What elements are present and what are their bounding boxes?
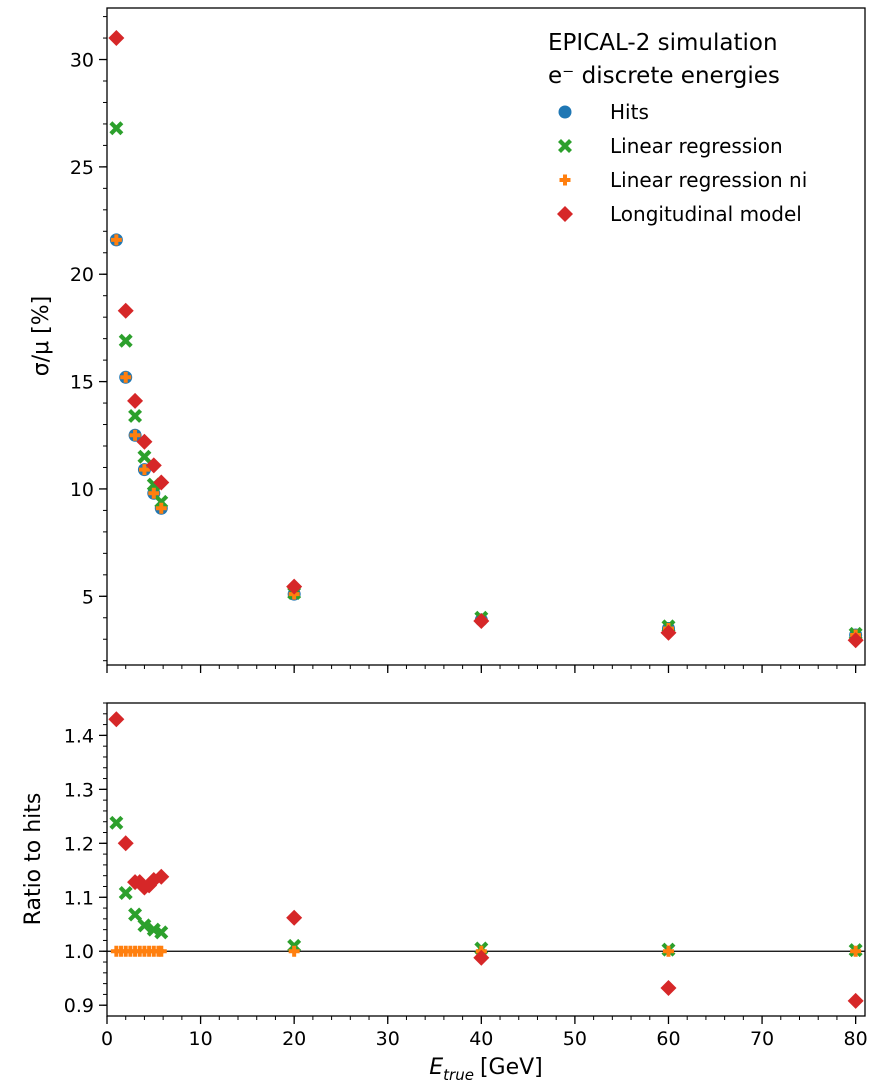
- legend-title-line-2: e⁻ discrete energies: [548, 63, 780, 89]
- x-axis-label: Etrue [GeV]: [429, 1055, 543, 1084]
- x-axis-label-unit: [GeV]: [480, 1055, 543, 1080]
- ratio-series-longitudinal-model: [108, 711, 864, 1009]
- resolution-plot-frame: [106, 7, 866, 666]
- resolution-y-tick-label: 15: [70, 372, 94, 394]
- resolution-diamond-point-4: [145, 457, 162, 474]
- ratio-x-tick-label: 0: [101, 1028, 113, 1050]
- resolution-y-axis-label: σ/μ [%]: [29, 296, 54, 376]
- resolution-y-tick-label: 5: [82, 586, 94, 608]
- ratio-x-tick-label: 80: [844, 1028, 868, 1050]
- resolution-plus-point-3: [138, 464, 150, 476]
- legend-entry-label: Linear regression: [610, 134, 783, 158]
- resolution-plus-point-2: [129, 429, 141, 441]
- resolution-x-ticks: [106, 665, 857, 673]
- ratio-y-tick-label: 1.4: [64, 725, 94, 747]
- resolution-y-tick-label: 20: [70, 264, 94, 286]
- ratio-y-tick-label: 1.3: [64, 779, 94, 801]
- resolution-plus-point-1: [120, 371, 132, 383]
- resolution-diamond-point-6: [286, 578, 303, 595]
- resolution-diamond-point-8: [660, 624, 677, 641]
- legend-entry: Linear regression ni: [559, 168, 807, 192]
- ratio-x-tick-label: 60: [656, 1028, 680, 1050]
- legend-x-point-1: [558, 139, 572, 153]
- ratio-y-tick-label: 1.0: [64, 941, 94, 963]
- ratio-x-tick-label: 50: [563, 1028, 587, 1050]
- ratio-plus-point-13: [662, 945, 674, 957]
- legend-entry: Longitudinal model: [557, 202, 802, 226]
- legend-entry: Linear regression: [558, 134, 783, 158]
- legend-plus-point-2: [559, 174, 571, 186]
- ratio-plus-point-14: [850, 945, 862, 957]
- resolution-diamond-point-5: [153, 474, 170, 491]
- legend-entry-label: Hits: [610, 100, 649, 124]
- ratio-x-point-1: [118, 885, 133, 900]
- ratio-x-tick-label: 40: [469, 1028, 493, 1050]
- resolution-y-ticks: 5 10 15 20 25 30: [70, 16, 107, 662]
- legend: EPICAL-2 simulation e⁻ discrete energies…: [548, 30, 807, 226]
- resolution-plus-point-5: [155, 502, 167, 514]
- ratio-diamond-point-7: [153, 868, 170, 885]
- resolution-x-point-2: [128, 408, 143, 423]
- ratio-x-point-5: [154, 925, 169, 940]
- ratio-x-tick-label: 70: [750, 1028, 774, 1050]
- ratio-data-points: [108, 711, 864, 1009]
- ratio-plot-frame: [106, 702, 866, 1017]
- resolution-x-point-0: [109, 121, 124, 136]
- resolution-y-tick-label: 25: [70, 157, 94, 179]
- resolution-plus-point-4: [148, 487, 160, 499]
- resolution-plus-point-0: [110, 234, 122, 246]
- ratio-diamond-point-1: [117, 835, 134, 852]
- x-axis-label-subscript: true: [443, 1066, 474, 1084]
- ratio-panel: 0.9 1.0 1.1 1.2 1.3 1.4 0 10 20 30 40 50 60 70 80 Rat…: [21, 702, 868, 1084]
- legend-title-line-1: EPICAL-2 simulation: [548, 30, 778, 56]
- ratio-plus-point-11: [288, 945, 300, 957]
- legend-entry-label: Longitudinal model: [610, 202, 802, 226]
- resolution-diamond-point-3: [136, 433, 153, 450]
- resolution-diamond-point-2: [127, 392, 144, 409]
- legend-diamond-point-3: [557, 206, 573, 222]
- ratio-y-axis-label: Ratio to hits: [21, 793, 46, 926]
- resolution-diamond-point-0: [108, 30, 125, 47]
- ratio-x-point-2: [128, 907, 143, 922]
- ratio-y-tick-label: 0.9: [64, 995, 94, 1017]
- ratio-diamond-point-9: [473, 949, 490, 966]
- legend-entry-label: Linear regression ni: [610, 168, 807, 192]
- resolution-data-points: [108, 30, 864, 649]
- ratio-plus-point-10: [155, 945, 167, 957]
- ratio-x-tick-label: 20: [282, 1028, 306, 1050]
- resolution-y-tick-label: 30: [70, 50, 94, 72]
- legend-circle-point-0: [558, 105, 572, 119]
- resolution-diamond-point-9: [847, 632, 864, 649]
- resolution-y-tick-label: 10: [70, 479, 94, 501]
- resolution-series-longitudinal-model: [108, 30, 864, 649]
- resolution-diamond-point-1: [117, 302, 134, 319]
- resolution-x-point-5: [154, 494, 169, 509]
- ratio-x-tick-label: 30: [376, 1028, 400, 1050]
- ratio-x-point-3: [137, 918, 152, 933]
- ratio-x-tick-label: 10: [188, 1028, 212, 1050]
- ratio-y-tick-label: 1.1: [64, 887, 94, 909]
- ratio-y-tick-label: 1.2: [64, 833, 94, 855]
- legend-entry: Hits: [558, 100, 649, 124]
- resolution-x-point-3: [137, 449, 152, 464]
- x-axis-label-symbol: E: [429, 1055, 443, 1080]
- ratio-diamond-point-8: [286, 909, 303, 926]
- legend-entries: Hits Linear regression Linear regression n…: [557, 100, 807, 226]
- resolution-panel: 5 10 15 20 25 30 σ/μ [%] EPICAL-2 simulation …: [29, 7, 866, 673]
- resolution-diamond-point-7: [473, 612, 490, 629]
- ratio-diamond-point-11: [847, 992, 864, 1009]
- ratio-diamond-point-0: [108, 711, 125, 728]
- ratio-x-ticks: 0 10 20 30 40 50 60 70 80: [101, 1016, 868, 1050]
- ratio-y-ticks: 0.9 1.0 1.1 1.2 1.3 1.4: [64, 702, 107, 1017]
- ratio-diamond-point-10: [660, 979, 677, 996]
- resolution-x-point-1: [118, 333, 133, 348]
- ratio-x-point-0: [109, 815, 124, 830]
